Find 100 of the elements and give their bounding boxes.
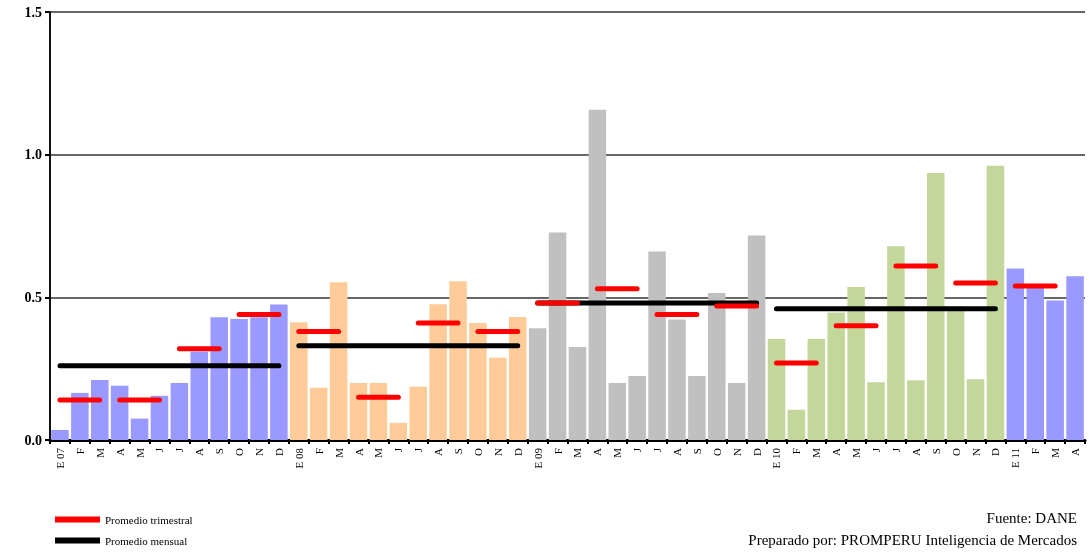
bar <box>787 409 806 440</box>
bar <box>449 281 467 440</box>
bar <box>528 328 547 440</box>
x-tick-label: O <box>710 447 723 456</box>
bar <box>1026 285 1044 440</box>
x-tick-label: S <box>213 448 226 455</box>
x-tick-label: D <box>989 447 1002 456</box>
bar <box>628 376 646 440</box>
x-tick-label: M <box>372 447 385 458</box>
bar <box>588 109 607 440</box>
bar <box>807 338 826 440</box>
y-tick-label: 1.0 <box>24 147 42 163</box>
bar <box>688 376 706 440</box>
x-tick-label: O <box>233 447 246 456</box>
x-tick-label: D <box>511 447 524 456</box>
bar <box>608 382 627 440</box>
bar <box>508 317 527 440</box>
x-tick-label: M <box>93 447 106 458</box>
x-tick-label: A <box>1069 447 1082 456</box>
bar <box>747 235 766 440</box>
bar <box>668 319 686 440</box>
y-tick-label: 0.0 <box>24 432 42 448</box>
bar <box>389 422 408 440</box>
x-tick-label: S <box>452 448 465 455</box>
bar <box>1046 300 1064 440</box>
bar <box>648 251 666 440</box>
x-tick-label: S <box>690 448 703 455</box>
x-tick-label: A <box>193 447 206 456</box>
x-tick-label: A <box>352 447 365 456</box>
bar <box>329 282 348 440</box>
x-tick-label: J <box>153 447 166 453</box>
x-tick-label: F <box>551 448 564 455</box>
bar <box>827 312 845 440</box>
bar <box>270 304 288 440</box>
bar <box>110 385 129 440</box>
x-tick-label: M <box>611 447 624 458</box>
x-tick-label: A <box>909 447 922 456</box>
x-tick-label: M <box>133 447 146 458</box>
x-tick-label: A <box>670 447 683 456</box>
bar <box>91 380 109 440</box>
x-tick-label: D <box>750 447 763 456</box>
bar <box>867 382 885 440</box>
bar <box>548 232 567 440</box>
bar <box>469 323 487 440</box>
bar <box>130 418 149 440</box>
x-tick-label: F <box>312 448 325 455</box>
source-note: Fuente: DANE <box>986 509 1077 526</box>
x-tick-label: F <box>73 448 86 455</box>
x-tick-label: E 07 <box>53 447 66 469</box>
bar <box>1006 268 1025 440</box>
x-tick-label: E 11 <box>1009 448 1022 469</box>
bar <box>887 246 905 440</box>
bar <box>966 379 985 440</box>
x-tick-label: N <box>491 447 504 456</box>
x-tick-label: F <box>1029 448 1042 455</box>
bar <box>1066 276 1084 440</box>
x-tick-label: E 08 <box>292 447 305 469</box>
bar <box>429 304 447 440</box>
x-tick-label: O <box>471 447 484 456</box>
x-tick-label: J <box>651 447 664 453</box>
x-tick-label: J <box>889 447 902 453</box>
x-tick-label: M <box>332 447 345 458</box>
bar <box>767 338 786 440</box>
bar <box>51 430 69 440</box>
x-tick-label: J <box>870 447 883 453</box>
bar <box>290 322 308 440</box>
bar <box>409 386 427 440</box>
x-tick-label: E 10 <box>770 447 783 469</box>
legend-label: Promedio mensual <box>105 534 188 547</box>
x-tick-label: F <box>790 448 803 455</box>
bar <box>309 387 328 440</box>
x-tick-label: J <box>392 447 405 453</box>
bar <box>568 346 587 440</box>
x-tick-label: A <box>432 447 445 456</box>
bar <box>150 395 169 440</box>
bar <box>907 380 925 440</box>
y-tick-label: 0.5 <box>24 289 42 305</box>
x-tick-label: A <box>830 447 843 456</box>
bar <box>708 293 726 440</box>
bar <box>489 357 507 440</box>
x-tick-label: J <box>173 447 186 453</box>
y-tick-label: 1.5 <box>24 4 42 20</box>
x-tick-label: N <box>969 447 982 456</box>
x-tick-label: D <box>272 447 285 456</box>
text: Preparado por: PROMPERU Inteligencia de Mercados <box>748 531 1078 548</box>
x-tick-label: M <box>1049 447 1062 458</box>
bar <box>986 165 1005 440</box>
x-tick-label: M <box>571 447 584 458</box>
bar <box>349 382 368 440</box>
bar <box>250 317 268 440</box>
x-tick-label: S <box>929 448 942 455</box>
x-tick-label: O <box>949 447 962 456</box>
bar <box>926 172 945 440</box>
x-tick-label: A <box>113 447 126 456</box>
bar <box>847 287 865 440</box>
bar <box>210 317 228 440</box>
x-tick-label: A <box>591 447 604 456</box>
x-tick-label: J <box>631 447 644 453</box>
legend-label: Promedio trimestral <box>105 513 193 526</box>
x-tick-label: J <box>412 447 425 453</box>
